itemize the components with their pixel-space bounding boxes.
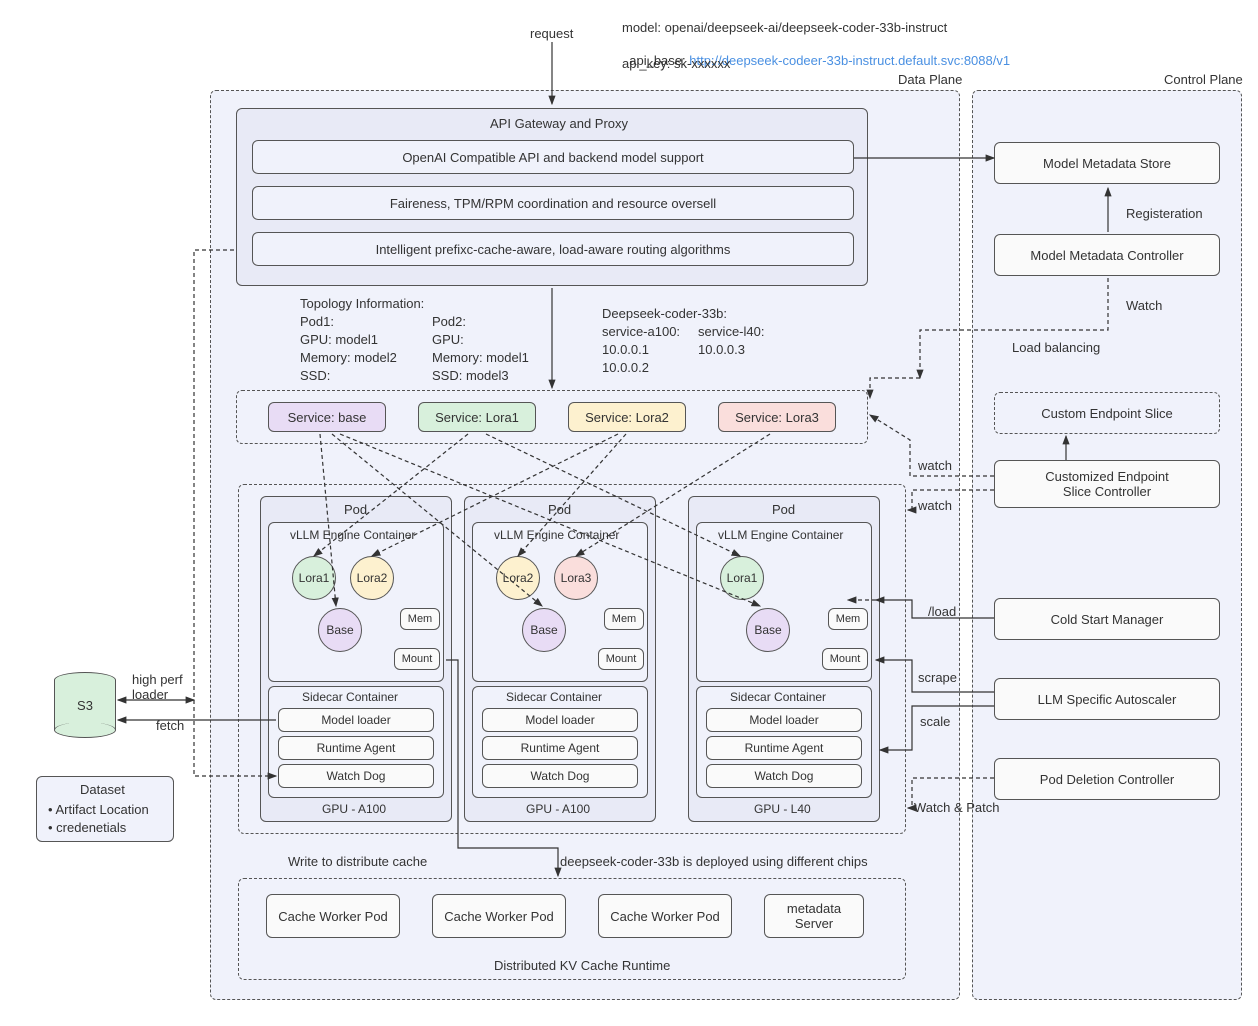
topology-pod1-l2: Memory: model2 <box>300 350 397 365</box>
s3-label: S3 <box>77 698 93 713</box>
pod-3-engine-title: vLLM Engine Container <box>718 528 843 542</box>
pod-3-lora1: Lora1 <box>720 556 764 600</box>
s3-fetch: fetch <box>156 718 184 733</box>
api-base-url[interactable]: http://deepseek-codeer-33b-instruct.defa… <box>689 53 1010 68</box>
cp-scrape: scrape <box>918 670 957 685</box>
service-lora2: Service: Lora2 <box>568 402 686 432</box>
pod-1-base: Base <box>318 608 362 652</box>
topology-pod2-l2: Memory: model1 <box>432 350 529 365</box>
pod-2-mount: Mount <box>598 648 644 670</box>
pod-3-base: Base <box>746 608 790 652</box>
cp-metadata-store: Model Metadata Store <box>994 142 1220 184</box>
pod-3-mem: Mem <box>828 608 868 630</box>
dataset-l2: • credenetials <box>48 820 126 835</box>
cp-endpoint-controller: Customized Endpoint Slice Controller <box>994 460 1220 508</box>
pod-1-engine-title: vLLM Engine Container <box>290 528 415 542</box>
pod-1-mount: Mount <box>394 648 440 670</box>
pod-1-runtime-agent: Runtime Agent <box>278 736 434 760</box>
pod-3-runtime-agent: Runtime Agent <box>706 736 862 760</box>
control-plane-label: Control Plane <box>1164 72 1243 87</box>
pod-2-mem: Mem <box>604 608 644 630</box>
cp-metadata-controller: Model Metadata Controller <box>994 234 1220 276</box>
data-plane-label: Data Plane <box>898 72 962 87</box>
kv-runtime-title: Distributed KV Cache Runtime <box>494 958 670 973</box>
cp-watch-l1: watch <box>918 458 952 473</box>
ds-title: Deepseek-coder-33b: <box>602 306 727 321</box>
topology-pod1-title: Pod1: <box>300 314 334 329</box>
cp-deletion-controller: Pod Deletion Controller <box>994 758 1220 800</box>
kv-worker-3: Cache Worker Pod <box>598 894 732 938</box>
kv-worker-1: Cache Worker Pod <box>266 894 400 938</box>
topology-pod2-l1: GPU: <box>432 332 464 347</box>
pod-3-mount: Mount <box>822 648 868 670</box>
pod-1-lora1: Lora1 <box>292 556 336 600</box>
topology-title: Topology Information: <box>300 296 424 311</box>
kv-deploy-label: deepseek-coder-33b is deployed using dif… <box>560 854 868 869</box>
cp-watch-patch: Watch & Patch <box>914 800 1000 815</box>
pod-2-title: Pod <box>548 502 571 517</box>
cp-load-balancing: Load balancing <box>1012 340 1100 355</box>
topology-pod1-l1: GPU: model1 <box>300 332 378 347</box>
dataset-l1: • Artifact Location <box>48 802 149 817</box>
request-label: request <box>530 26 573 41</box>
topology-pod1-l3: SSD: <box>300 368 330 383</box>
cp-watch-l2: watch <box>918 498 952 513</box>
control-plane-container <box>972 90 1242 1000</box>
pod-2-engine-title: vLLM Engine Container <box>494 528 619 542</box>
cp-autoscaler: LLM Specific Autoscaler <box>994 678 1220 720</box>
pod-1-mem: Mem <box>400 608 440 630</box>
pod-2-base: Base <box>522 608 566 652</box>
pod-2-model-loader: Model loader <box>482 708 638 732</box>
pod-1-gpu: GPU - A100 <box>322 802 386 816</box>
api-gateway-row3: Intelligent prefixc-cache-aware, load-aw… <box>252 232 854 266</box>
ds-col1-l2: 10.0.0.2 <box>602 360 649 375</box>
pod-1-title: Pod <box>344 502 367 517</box>
cp-scale: scale <box>920 714 950 729</box>
pod-1-lora2: Lora2 <box>350 556 394 600</box>
s3-cylinder: S3 <box>54 680 116 730</box>
api-gateway-row2: Faireness, TPM/RPM coordination and reso… <box>252 186 854 220</box>
cp-endpoint-slice: Custom Endpoint Slice <box>994 392 1220 434</box>
pod-2-watch-dog: Watch Dog <box>482 764 638 788</box>
pod-1-watch-dog: Watch Dog <box>278 764 434 788</box>
cp-registration: Registeration <box>1126 206 1203 221</box>
pod-1-sidecar-title: Sidecar Container <box>302 690 398 704</box>
s3-high-perf: high perf loader <box>132 672 183 702</box>
pod-3-title: Pod <box>772 502 795 517</box>
api-key-line: api_key: sk-xxxxxx <box>622 56 730 71</box>
service-lora3: Service: Lora3 <box>718 402 836 432</box>
kv-worker-2: Cache Worker Pod <box>432 894 566 938</box>
ds-col2-l1: 10.0.0.3 <box>698 342 745 357</box>
model-line: model: openai/deepseek-ai/deepseek-coder… <box>622 20 947 35</box>
pod-3-model-loader: Model loader <box>706 708 862 732</box>
kv-write-label: Write to distribute cache <box>288 854 427 869</box>
pod-3-sidecar-title: Sidecar Container <box>730 690 826 704</box>
pod-2-sidecar-title: Sidecar Container <box>506 690 602 704</box>
cp-watch: Watch <box>1126 298 1162 313</box>
cp-cold-start: Cold Start Manager <box>994 598 1220 640</box>
ds-col1-l1: 10.0.0.1 <box>602 342 649 357</box>
pod-2-gpu: GPU - A100 <box>526 802 590 816</box>
topology-pod2-l3: SSD: model3 <box>432 368 509 383</box>
service-base: Service: base <box>268 402 386 432</box>
pod-2-lora3: Lora3 <box>554 556 598 600</box>
api-gateway-row1: OpenAI Compatible API and backend model … <box>252 140 854 174</box>
service-lora1: Service: Lora1 <box>418 402 536 432</box>
kv-metadata-server: metadata Server <box>764 894 864 938</box>
dataset-title: Dataset <box>80 782 125 797</box>
cp-load: /load <box>928 604 956 619</box>
pod-2-runtime-agent: Runtime Agent <box>482 736 638 760</box>
api-gateway-title: API Gateway and Proxy <box>490 116 628 131</box>
ds-col1-title: service-a100: <box>602 324 680 339</box>
ds-col2-title: service-l40: <box>698 324 764 339</box>
pod-3-gpu: GPU - L40 <box>754 802 811 816</box>
pod-1-model-loader: Model loader <box>278 708 434 732</box>
pod-3-watch-dog: Watch Dog <box>706 764 862 788</box>
pod-2-lora2: Lora2 <box>496 556 540 600</box>
topology-pod2-title: Pod2: <box>432 314 466 329</box>
